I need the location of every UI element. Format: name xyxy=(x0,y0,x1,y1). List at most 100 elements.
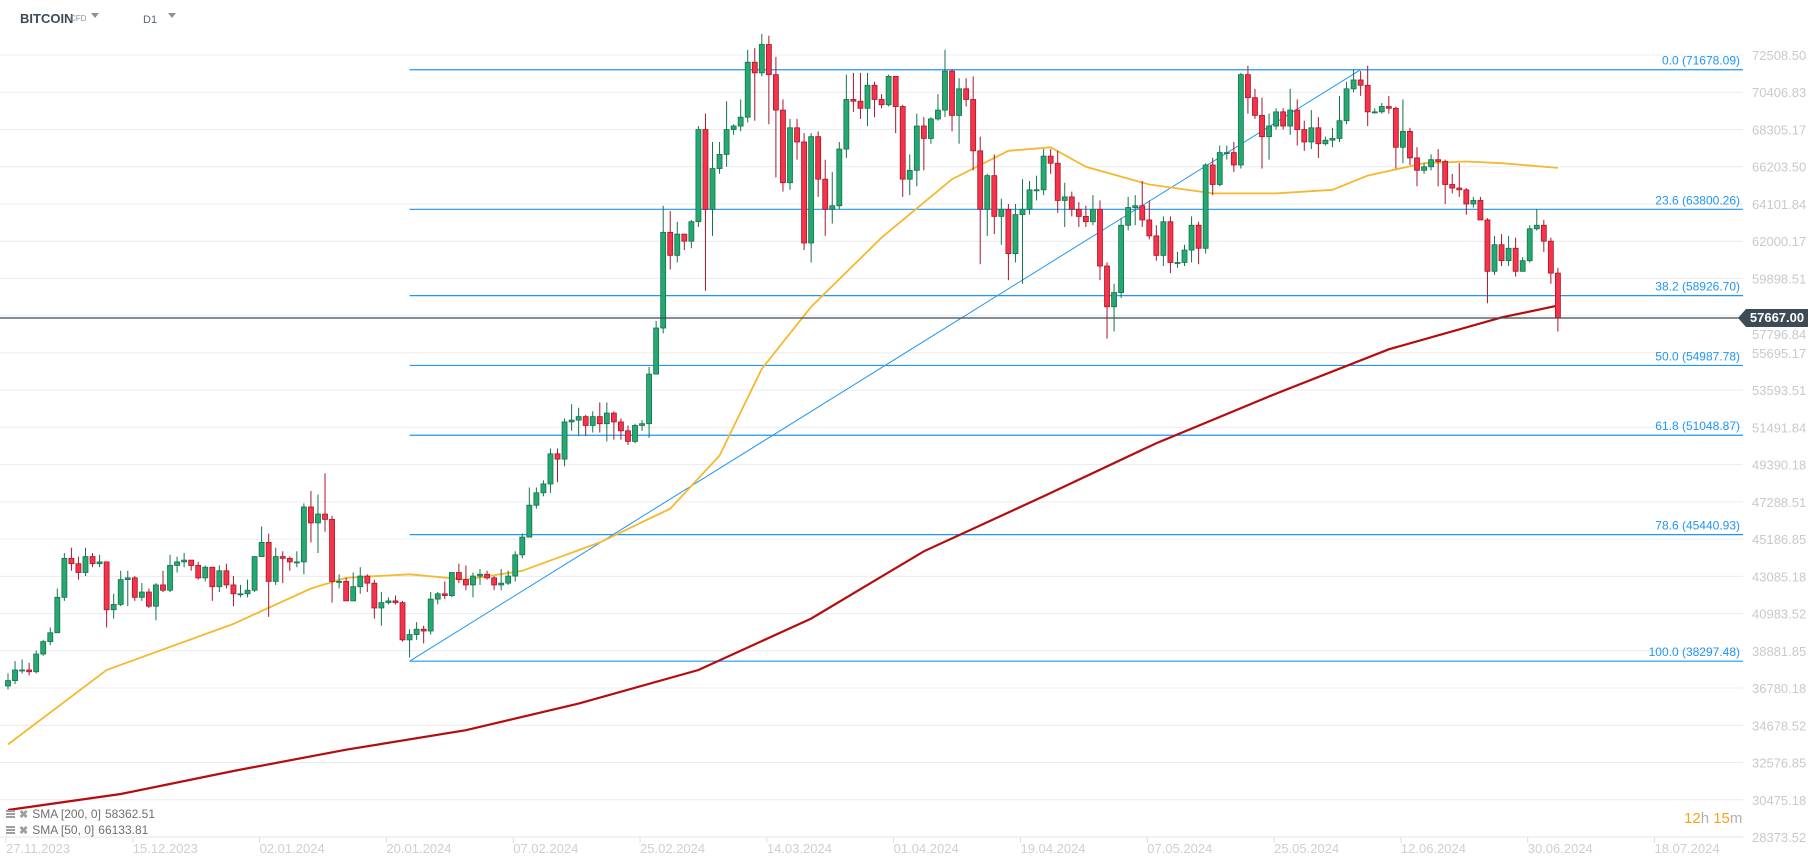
candle xyxy=(477,568,483,585)
time-tick-label: 19.04.2024 xyxy=(1020,841,1085,856)
candle xyxy=(1082,205,1089,228)
candle xyxy=(730,124,737,135)
settings-menu-icon[interactable] xyxy=(6,809,15,819)
candle-body xyxy=(906,169,913,180)
candle xyxy=(547,448,554,493)
timer-hours-unit: h xyxy=(1700,810,1710,827)
candle-body xyxy=(1385,106,1392,109)
candle-body xyxy=(1223,152,1230,155)
candle xyxy=(279,551,286,584)
candle-body xyxy=(272,556,279,582)
candle-body xyxy=(892,76,899,107)
candle xyxy=(1146,200,1153,240)
candle-body xyxy=(568,419,575,423)
candle xyxy=(82,547,89,577)
candle xyxy=(5,673,11,690)
candle-body xyxy=(787,127,793,184)
timeframe-selector[interactable]: D1 xyxy=(143,14,158,26)
candle-body xyxy=(315,513,321,524)
candle-body xyxy=(1061,196,1068,201)
price-tick-label: 40983.52 xyxy=(1752,607,1806,622)
candle xyxy=(1273,108,1279,130)
fibonacci-level-label: 0.0 (71678.09) xyxy=(1662,54,1740,68)
candle xyxy=(1075,202,1082,228)
candle xyxy=(230,576,237,607)
candle xyxy=(1054,150,1061,213)
candle-body xyxy=(251,556,258,591)
time-tick-label: 25.02.2024 xyxy=(640,841,705,856)
symbol-dropdown-caret-icon[interactable] xyxy=(91,13,99,18)
candle xyxy=(40,639,47,656)
candle-body xyxy=(61,557,68,598)
candle-body xyxy=(927,118,934,139)
candle xyxy=(1266,113,1272,160)
timer-minutes-unit: m xyxy=(1729,810,1743,827)
candle xyxy=(526,487,533,538)
candle xyxy=(343,577,350,602)
candle-body xyxy=(1336,120,1343,139)
timeframe-dropdown-caret-icon[interactable] xyxy=(168,13,176,18)
candle xyxy=(392,595,399,605)
candle xyxy=(131,576,138,601)
candle xyxy=(1202,163,1209,254)
close-icon[interactable]: ✖ xyxy=(19,808,29,821)
symbol-type: CFD xyxy=(70,14,87,23)
candle xyxy=(399,600,406,642)
candle xyxy=(1160,216,1167,266)
candle xyxy=(977,136,984,265)
candle xyxy=(822,159,829,236)
candle xyxy=(836,141,843,210)
candle-body xyxy=(117,579,124,605)
candle-body xyxy=(195,565,202,579)
candle xyxy=(160,570,166,593)
time-tick-label: 15.12.2023 xyxy=(133,841,198,856)
candle xyxy=(1555,267,1561,332)
candle-body xyxy=(949,70,955,116)
legend-label: SMA [200, 0] xyxy=(32,807,101,821)
moving-averages xyxy=(7,146,1559,812)
candle-body xyxy=(744,61,751,118)
candle-body xyxy=(244,589,251,595)
candle-body xyxy=(1230,152,1237,166)
candle-body xyxy=(1540,224,1547,242)
close-icon[interactable]: ✖ xyxy=(19,824,29,837)
candle xyxy=(1442,159,1449,204)
candle-body xyxy=(19,669,25,672)
candle xyxy=(1230,141,1237,173)
candle-body xyxy=(1005,208,1012,254)
symbol-name[interactable]: BITCOIN xyxy=(20,11,74,26)
candle xyxy=(413,622,420,640)
candle-body xyxy=(716,153,723,169)
candle-body xyxy=(293,561,300,564)
candle xyxy=(582,414,589,437)
candle-body xyxy=(695,129,702,223)
candle xyxy=(1463,188,1470,215)
candle-body xyxy=(1019,208,1026,216)
candle-body xyxy=(681,233,688,242)
candle-body xyxy=(385,600,392,604)
candle-body xyxy=(913,125,920,171)
candle xyxy=(1470,196,1477,208)
candle xyxy=(1061,182,1068,228)
candle xyxy=(371,579,378,619)
candle-body xyxy=(702,129,709,210)
candle-body xyxy=(413,628,420,635)
candle-body xyxy=(1505,247,1512,262)
grid xyxy=(0,54,1743,838)
candle-body xyxy=(1392,107,1399,148)
candle xyxy=(1012,203,1019,263)
settings-menu-icon[interactable] xyxy=(6,825,15,835)
candle-body xyxy=(899,106,906,180)
candle xyxy=(357,567,364,594)
candle xyxy=(167,554,173,593)
candle-body xyxy=(54,596,61,634)
price-tick-label: 70406.83 xyxy=(1752,85,1806,100)
candle-body xyxy=(1195,224,1202,249)
candle-body xyxy=(434,593,441,600)
candle xyxy=(174,556,180,573)
fibonacci-level-label: 61.8 (51048.87) xyxy=(1655,419,1740,433)
candle xyxy=(801,133,807,251)
candle-body xyxy=(547,453,554,485)
candle xyxy=(1287,88,1294,135)
